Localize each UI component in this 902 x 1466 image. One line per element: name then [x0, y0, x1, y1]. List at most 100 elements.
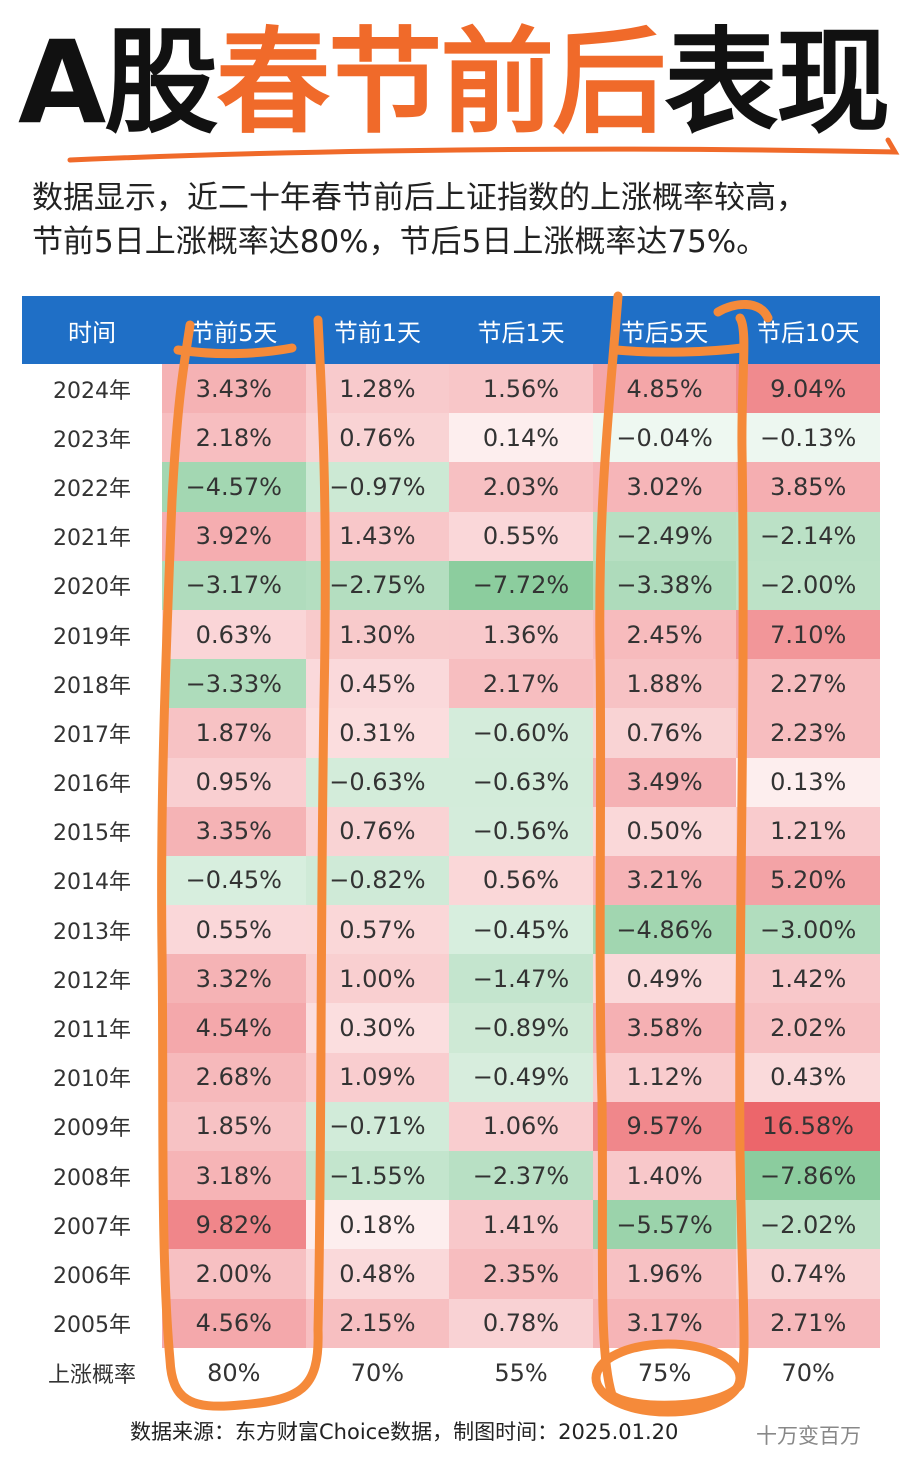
value-cell: 1.12%: [592, 1052, 737, 1102]
table-row: 2016年 0.95% −0.63% −0.63% 3.49% 0.13%: [22, 757, 880, 807]
table-row: 2020年 −3.17% −2.75% −7.72% −3.38% −2.00%: [22, 560, 880, 610]
value-cell: −1.47%: [449, 954, 593, 1004]
value-cell: 0.76%: [305, 806, 450, 856]
year-cell: 2011年: [22, 1003, 162, 1053]
year-cell: 2017年: [22, 708, 162, 758]
value-cell: 3.35%: [162, 806, 306, 856]
value-cell: 16.58%: [736, 1101, 880, 1151]
value-cell: 0.45%: [305, 659, 450, 709]
value-cell: 0.50%: [592, 806, 737, 856]
value-cell: 3.58%: [592, 1003, 737, 1053]
year-cell: 2022年: [22, 462, 162, 512]
value-cell: 0.14%: [449, 413, 593, 463]
value-cell: −0.45%: [449, 905, 593, 955]
value-cell: −0.49%: [449, 1052, 593, 1102]
value-cell: 1.87%: [162, 708, 306, 758]
value-cell: 1.56%: [449, 364, 593, 414]
year-cell: 2016年: [22, 757, 162, 807]
value-cell: 0.31%: [305, 708, 450, 758]
value-cell: −0.45%: [162, 855, 306, 906]
subtitle-line-1: 数据显示，近二十年春节前后上证指数的上涨概率较高，: [32, 180, 807, 216]
value-cell: 2.27%: [736, 659, 880, 709]
table-row: 2011年 4.54% 0.30% −0.89% 3.58% 2.02%: [22, 1003, 880, 1053]
value-cell: 0.63%: [162, 609, 306, 660]
value-cell: −2.75%: [305, 560, 450, 610]
value-cell: 2.03%: [449, 462, 593, 512]
value-cell: −0.56%: [449, 806, 593, 856]
value-cell: 7.10%: [736, 609, 880, 660]
value-cell: −3.38%: [592, 560, 737, 610]
value-cell: −1.55%: [305, 1151, 450, 1201]
value-cell: 3.02%: [592, 462, 737, 512]
performance-table: 时间 节前5天 节前1天 节后1天 节后5天 节后10天 2024年 3.43%…: [22, 296, 880, 1398]
value-cell: 0.76%: [592, 708, 737, 758]
value-cell: 2.71%: [736, 1298, 880, 1348]
value-cell: −0.82%: [305, 855, 450, 906]
table-row: 2019年 0.63% 1.30% 1.36% 2.45% 7.10%: [22, 609, 880, 660]
value-cell: 0.56%: [449, 855, 593, 906]
table-row: 2021年 3.92% 1.43% 0.55% −2.49% −2.14%: [22, 511, 880, 561]
value-cell: 2.45%: [592, 609, 737, 660]
value-cell: 9.82%: [162, 1200, 306, 1250]
value-cell: −2.00%: [736, 560, 880, 610]
header-time: 时间: [22, 296, 162, 364]
value-cell: −7.86%: [736, 1151, 880, 1201]
year-cell: 2012年: [22, 954, 162, 1004]
source-note: 数据来源：东方财富Choice数据，制图时间：2025.01.20: [130, 1420, 679, 1444]
table-row: 2010年 2.68% 1.09% −0.49% 1.12% 0.43%: [22, 1052, 880, 1102]
header-post-1d: 节后1天: [449, 296, 593, 364]
value-cell: 2.68%: [162, 1052, 306, 1102]
title-part-performance: 表现: [664, 16, 890, 149]
value-cell: 0.76%: [305, 413, 450, 463]
value-cell: 3.21%: [592, 855, 737, 906]
year-cell: 2014年: [22, 855, 162, 906]
table-row: 2023年 2.18% 0.76% 0.14% −0.04% −0.13%: [22, 413, 880, 463]
year-cell: 2021年: [22, 511, 162, 561]
value-cell: −0.89%: [449, 1003, 593, 1053]
header-pre-5d: 节前5天: [162, 296, 306, 364]
table-row: 2007年 9.82% 0.18% 1.41% −5.57% −2.02%: [22, 1200, 880, 1250]
value-cell: −0.60%: [449, 708, 593, 758]
value-cell: −7.72%: [449, 560, 593, 610]
subtitle-line-2: 节前5日上涨概率达80%，节后5日上涨概率达75%。: [32, 224, 768, 260]
table-row: 2005年 4.56% 2.15% 0.78% 3.17% 2.71%: [22, 1298, 880, 1348]
value-cell: −0.63%: [305, 757, 450, 807]
value-cell: 4.56%: [162, 1298, 306, 1348]
page-title: A股春节前后表现: [18, 16, 890, 149]
value-cell: −3.00%: [736, 905, 880, 955]
table-row: 2014年 −0.45% −0.82% 0.56% 3.21% 5.20%: [22, 855, 880, 906]
value-cell: −4.57%: [162, 462, 306, 512]
value-cell: 2.02%: [736, 1003, 880, 1053]
value-cell: 0.30%: [305, 1003, 450, 1053]
value-cell: 9.57%: [592, 1101, 737, 1151]
table-row: 2006年 2.00% 0.48% 2.35% 1.96% 0.74%: [22, 1249, 880, 1299]
table-row: 2018年 −3.33% 0.45% 2.17% 1.88% 2.27%: [22, 659, 880, 709]
table-row: 2022年 −4.57% −0.97% 2.03% 3.02% 3.85%: [22, 462, 880, 512]
value-cell: 1.36%: [449, 609, 593, 660]
year-cell: 2005年: [22, 1298, 162, 1348]
value-cell: 1.21%: [736, 806, 880, 856]
value-cell: −0.63%: [449, 757, 593, 807]
value-cell: 1.85%: [162, 1101, 306, 1151]
probability-value: 75%: [592, 1347, 737, 1398]
value-cell: 1.06%: [449, 1101, 593, 1151]
year-cell: 2024年: [22, 364, 162, 414]
value-cell: 0.57%: [305, 905, 450, 955]
year-cell: 2023年: [22, 413, 162, 463]
value-cell: 3.32%: [162, 954, 306, 1004]
value-cell: 0.78%: [449, 1298, 593, 1348]
value-cell: 4.54%: [162, 1003, 306, 1053]
value-cell: 2.23%: [736, 708, 880, 758]
year-cell: 2020年: [22, 560, 162, 610]
watermark: 十万变百万: [756, 1424, 861, 1448]
probability-value: 70%: [736, 1347, 880, 1398]
value-cell: 2.15%: [305, 1298, 450, 1348]
value-cell: 0.18%: [305, 1200, 450, 1250]
table-header-row: 时间 节前5天 节前1天 节后1天 节后5天 节后10天: [22, 296, 880, 364]
header-post-10d: 节后10天: [736, 296, 880, 364]
value-cell: 3.92%: [162, 511, 306, 561]
value-cell: 4.85%: [592, 364, 737, 414]
value-cell: 1.30%: [305, 609, 450, 660]
table-row: 2008年 3.18% −1.55% −2.37% 1.40% −7.86%: [22, 1151, 880, 1201]
value-cell: 5.20%: [736, 855, 880, 906]
